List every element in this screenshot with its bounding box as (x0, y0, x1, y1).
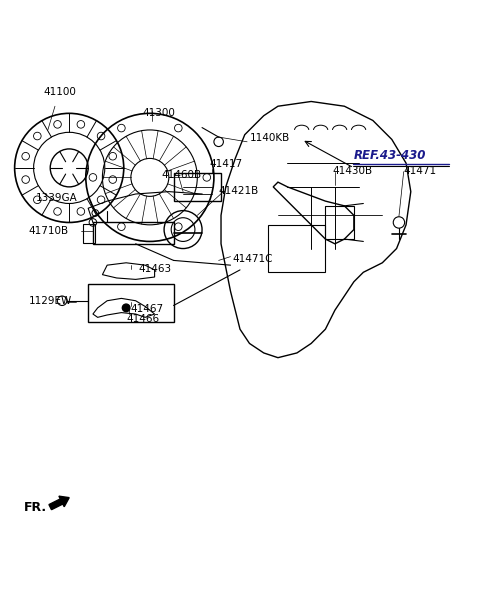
Text: 41300: 41300 (143, 108, 176, 118)
Bar (93, 223, 174, 244)
Text: 1140KB: 1140KB (250, 133, 290, 143)
Text: 1129EW: 1129EW (29, 296, 72, 305)
Circle shape (122, 304, 130, 311)
Text: FR.: FR. (24, 501, 47, 514)
Text: 41710B: 41710B (29, 226, 69, 236)
Text: 41467: 41467 (131, 304, 164, 314)
Text: REF.43-430: REF.43-430 (354, 149, 426, 162)
Text: 41417: 41417 (209, 159, 242, 169)
Text: 1339GA: 1339GA (36, 193, 78, 203)
Text: 41471C: 41471C (233, 254, 274, 264)
Bar (268, 225, 325, 272)
Text: 41100: 41100 (43, 87, 76, 97)
Text: 41460B: 41460B (162, 169, 202, 179)
Bar (174, 173, 221, 201)
Text: 41421B: 41421B (219, 186, 259, 196)
Bar (325, 206, 354, 239)
FancyArrow shape (49, 496, 69, 510)
Text: 41463: 41463 (138, 265, 171, 275)
Bar (84, 224, 96, 243)
Bar (88, 284, 174, 322)
Text: 41466: 41466 (126, 314, 159, 324)
Text: 41471: 41471 (404, 166, 437, 176)
Text: 41430B: 41430B (333, 166, 372, 176)
